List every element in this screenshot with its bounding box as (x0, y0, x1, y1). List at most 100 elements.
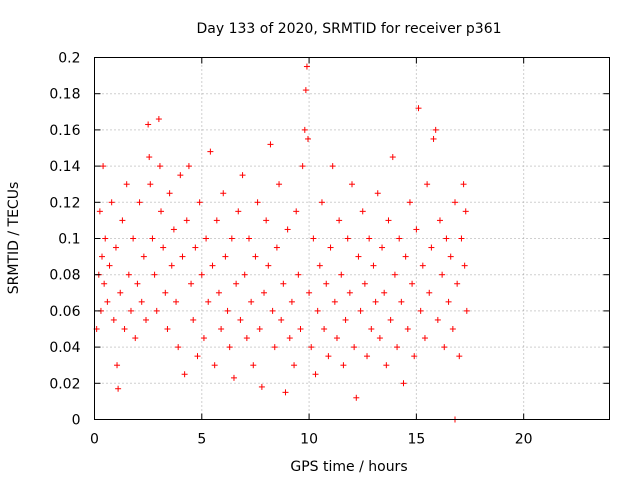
data-point (278, 316, 285, 323)
data-point (439, 271, 446, 278)
data-point (404, 326, 411, 332)
data-point (104, 298, 111, 305)
data-point (190, 316, 197, 323)
data-point (147, 181, 154, 188)
data-point (321, 326, 328, 332)
y-tick-label: 0.18 (49, 87, 80, 103)
data-point (387, 316, 394, 323)
data-point (166, 190, 173, 197)
x-tick-label: 20 (515, 432, 533, 448)
data-point (261, 289, 268, 296)
data-point (213, 217, 220, 224)
data-point (209, 262, 216, 269)
x-axis-label: GPS time / hours (290, 459, 407, 475)
data-point (220, 190, 227, 197)
data-point (258, 383, 265, 390)
data-point (302, 87, 309, 94)
data-point (318, 199, 325, 206)
data-point (162, 289, 169, 296)
data-point (243, 335, 250, 342)
x-tick-label: 10 (300, 432, 318, 448)
data-point (434, 316, 441, 323)
data-point (310, 235, 317, 242)
data-point (419, 262, 426, 269)
data-point (127, 307, 134, 314)
data-point (364, 353, 371, 360)
y-tick-label: 0.1 (58, 232, 80, 248)
y-tick-label: 0.2 (58, 51, 80, 67)
data-point (130, 235, 137, 242)
data-point (246, 235, 252, 242)
data-point (200, 335, 207, 342)
data-point (349, 181, 355, 188)
data-point (241, 271, 248, 278)
data-point (121, 326, 128, 332)
data-point (153, 307, 160, 314)
data-point (314, 307, 321, 314)
data-point (361, 280, 368, 287)
data-point (185, 163, 192, 170)
data-point (230, 374, 237, 381)
data-point (353, 394, 360, 401)
data-point (394, 344, 401, 351)
data-point (351, 344, 358, 351)
data-point (224, 307, 231, 314)
data-point (428, 244, 435, 251)
data-point (188, 280, 195, 287)
data-point (211, 362, 218, 369)
data-point (117, 289, 124, 296)
data-point (288, 298, 295, 305)
data-point (151, 271, 158, 278)
data-point (114, 362, 121, 369)
data-point (415, 105, 422, 112)
data-point (456, 353, 463, 360)
data-point (286, 335, 293, 342)
data-point (140, 253, 147, 260)
y-tick-label: 0.08 (49, 268, 80, 284)
data-point (248, 298, 255, 305)
data-point (254, 199, 261, 206)
data-point (327, 244, 334, 251)
data-point (342, 316, 349, 323)
data-point (146, 154, 153, 161)
data-point (430, 135, 437, 142)
data-point (400, 380, 407, 387)
x-tick-label: 15 (407, 432, 425, 448)
chart-title: Day 133 of 2020, SRMTID for receiver p36… (196, 21, 501, 37)
data-point (149, 235, 156, 242)
data-point (441, 344, 448, 351)
data-point (233, 280, 240, 287)
data-point (237, 316, 244, 323)
data-point (269, 307, 276, 314)
data-point (385, 217, 392, 224)
data-point (194, 353, 201, 360)
data-point (402, 253, 409, 260)
data-point (374, 190, 381, 197)
data-point (265, 262, 272, 269)
data-point (370, 262, 377, 269)
data-point (297, 326, 304, 332)
data-point (173, 298, 180, 305)
data-point (372, 298, 379, 305)
y-tick-label: 0.04 (49, 340, 80, 356)
data-point (389, 154, 396, 161)
data-point (125, 271, 132, 278)
plot-frame (94, 57, 610, 420)
data-point (276, 181, 283, 188)
data-point (463, 307, 470, 314)
data-point (443, 235, 450, 242)
data-point (432, 126, 439, 133)
data-point (312, 371, 319, 378)
data-point (398, 298, 405, 305)
data-point (181, 371, 188, 378)
data-point (145, 121, 152, 128)
data-point (458, 235, 465, 242)
grid (94, 57, 610, 420)
data-point (376, 335, 383, 342)
data-point (436, 217, 443, 224)
data-point (338, 271, 345, 278)
data-point (119, 217, 126, 224)
data-point (333, 335, 340, 342)
data-point (198, 271, 205, 278)
